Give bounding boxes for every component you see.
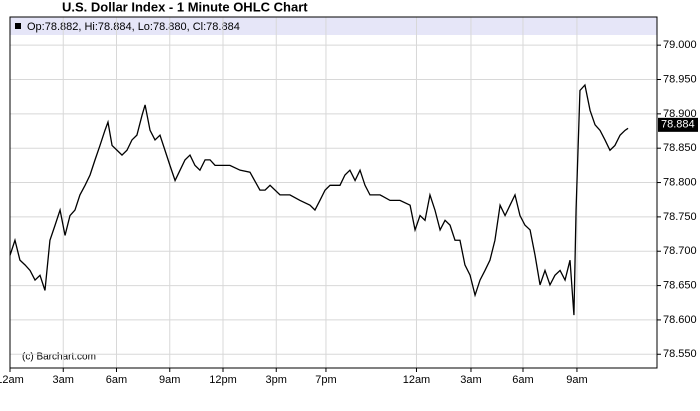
x-tick-label: 9am [566,374,587,386]
last-price-box [658,117,698,132]
y-tick-label: 78.750 [663,211,697,223]
y-tick-label: 78.700 [663,245,697,257]
x-tick-label: 3am [53,374,74,386]
y-tick-label: 78.850 [663,142,697,154]
x-tick-label: 12am [0,374,24,386]
y-tick-label: 79.000 [663,39,697,51]
y-tick-label: 78.900 [663,108,697,120]
x-tick-label: 9am [159,374,180,386]
last-price-label: 78.884 [661,119,695,131]
x-tick-label: 6am [106,374,127,386]
y-tick-label: 78.550 [663,348,697,360]
x-tick-label: 3pm [266,374,287,386]
y-tick-label: 78.800 [663,176,697,188]
x-tick-label: 12am [403,374,431,386]
legend-text: Op:78.882, Hi:78.884, Lo:78.880, Cl:78.8… [27,21,240,33]
legend-swatch [15,23,21,29]
legend-band [10,17,657,35]
x-tick-label: 7pm [315,374,336,386]
y-tick-label: 78.950 [663,73,697,85]
x-tick-label: 6am [512,374,533,386]
x-tick-label: 12pm [209,374,237,386]
y-tick-label: 78.600 [663,314,697,326]
x-tick-label: 3am [460,374,481,386]
y-tick-label: 78.650 [663,279,697,291]
watermark: (c) Barchart.com [22,352,96,363]
chart-title: U.S. Dollar Index - 1 Minute OHLC Chart [62,0,308,14]
price-line [9,83,629,316]
plot-frame [9,16,658,369]
